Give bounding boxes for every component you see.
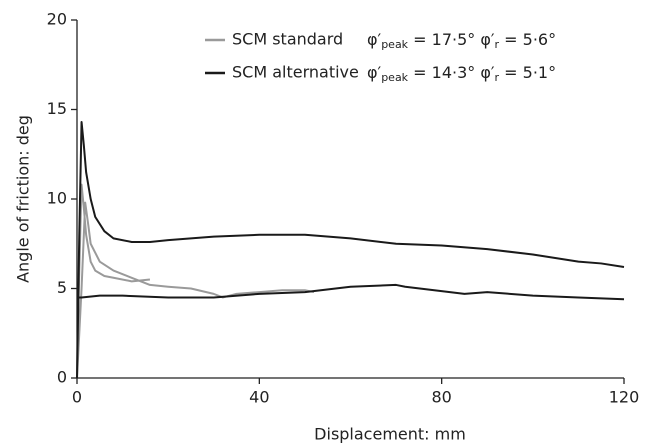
x-tick-label: 40 [249,388,269,407]
note-text: = 17·5° φ′ [408,30,495,49]
note-text: φ′ [367,30,382,49]
x-tick-label: 120 [609,388,640,407]
note-text: = 14·3° φ′ [408,63,495,82]
note-text: = 5·6° [499,30,556,49]
legend-label: SCM alternative [232,63,359,82]
note-text: = 5·1° [499,63,556,82]
note-subscript: peak [381,71,408,84]
note-subscript: r [495,71,500,84]
y-axis-label: Angle of friction: deg [14,115,33,283]
note-subscript: r [495,38,500,51]
legend-note: φ′peak = 14·3° φ′r = 5·1° [367,63,556,85]
note-text: φ′ [367,63,382,82]
y-tick-label: 10 [47,189,67,208]
x-tick-label: 0 [72,388,82,407]
note-subscript: peak [381,38,408,51]
x-tick-label: 80 [431,388,451,407]
legend-label: SCM standard [232,30,343,49]
x-axis-label: Displacement: mm [314,425,466,444]
y-tick-label: 5 [57,278,67,297]
y-tick-label: 20 [47,10,67,29]
line-series [76,183,315,379]
line-series [76,121,625,379]
y-tick-label: 15 [47,99,67,118]
legend-note: φ′peak = 17·5° φ′r = 5·6° [367,30,556,52]
y-tick-label: 0 [57,368,67,387]
